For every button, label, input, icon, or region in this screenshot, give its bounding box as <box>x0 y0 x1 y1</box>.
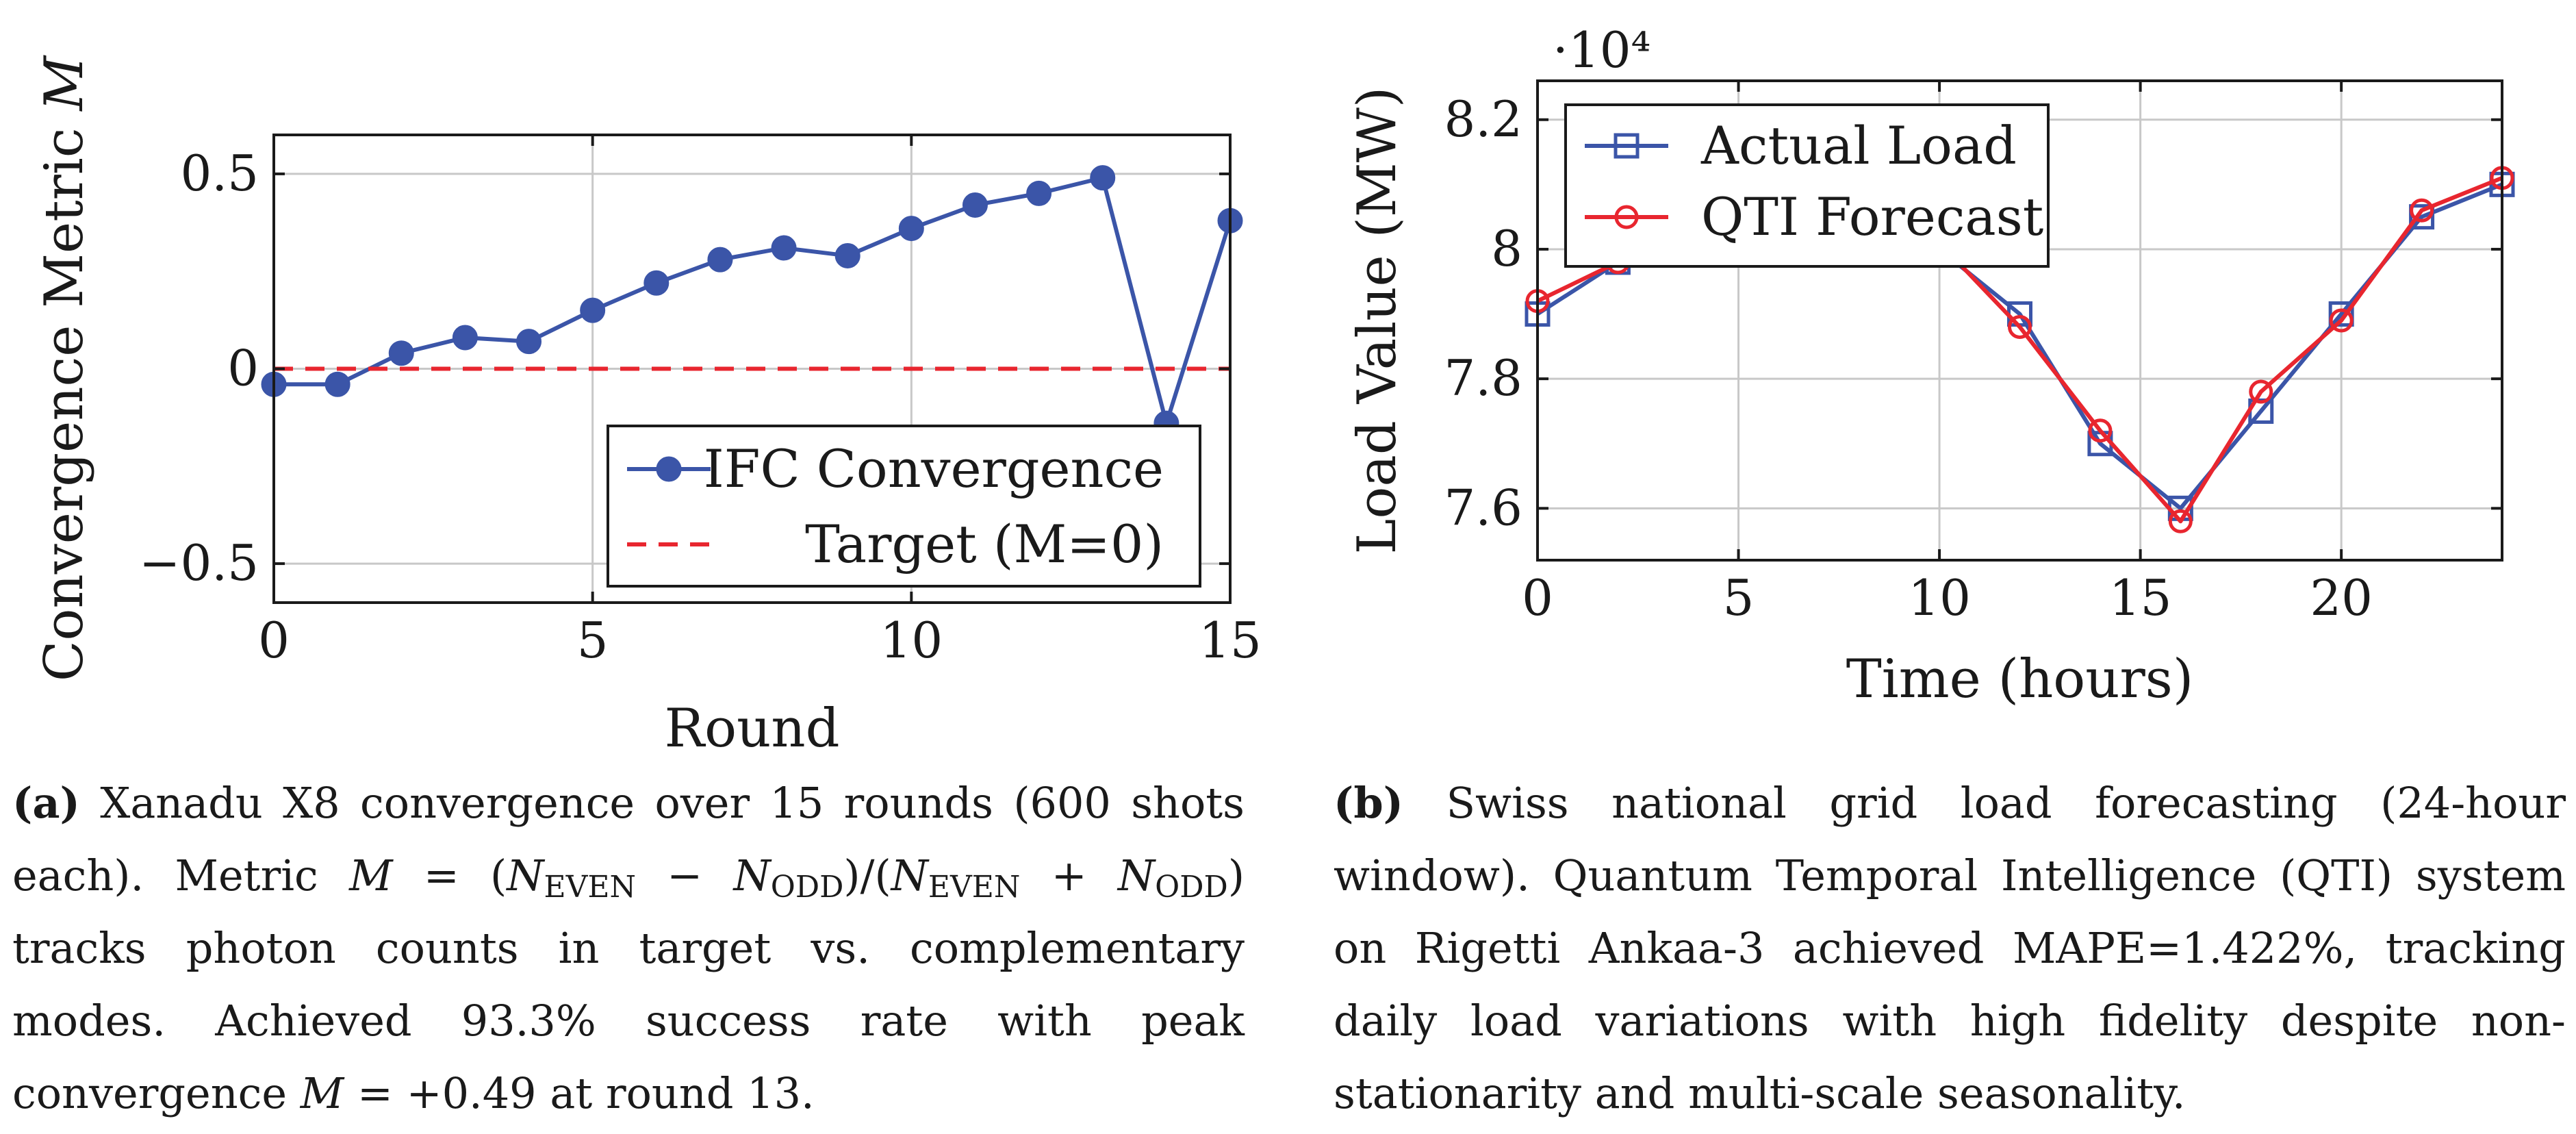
caption-b: (b) Swiss national grid load forecasting… <box>1334 767 2566 1130</box>
legend-swatch-marker <box>656 456 682 482</box>
caption-a-peak: M = +0.49 <box>300 1068 537 1118</box>
x-tick-label: 5 <box>577 612 609 669</box>
data-point <box>2168 509 2193 533</box>
y-axis-label-symbol: M <box>34 55 95 112</box>
data-point <box>2249 379 2273 404</box>
x-tick-label: 10 <box>880 612 943 669</box>
x-tick-label: 20 <box>2310 569 2373 627</box>
data-point <box>962 192 988 218</box>
y-axis-label-text: Convergence Metric <box>34 111 95 681</box>
data-point <box>1090 165 1116 191</box>
y-tick-label: −0.5 <box>139 534 259 592</box>
data-point <box>2328 301 2354 327</box>
caption-a-text4: at round 13. <box>550 1068 815 1118</box>
x-tick-label: 15 <box>1199 612 1262 669</box>
caption-a-formula: M = (NEVEN − NODD)/(NEVEN + NODD) <box>349 850 1245 905</box>
data-point <box>1026 180 1052 206</box>
data-point <box>898 216 924 242</box>
y-tick-label: 0.5 <box>180 144 259 202</box>
legend-label: Target (M=0) <box>805 514 1164 575</box>
legend-swatch-marker <box>1614 205 1639 229</box>
data-point <box>388 340 414 366</box>
caption-a-label: (a) <box>12 778 80 828</box>
data-point <box>2329 308 2354 333</box>
caption-a: (a) Xanadu X8 convergence over 15 rounds… <box>12 767 1245 1130</box>
y-tick-label: 7.8 <box>1444 349 1522 407</box>
y-tick-label: 8 <box>1491 220 1522 277</box>
data-point <box>324 371 350 397</box>
data-point <box>516 329 542 355</box>
y-tick-label: 0 <box>227 340 259 397</box>
legend-box <box>1564 103 2050 268</box>
data-point <box>707 247 733 273</box>
x-tick-label: 0 <box>258 612 290 669</box>
caption-a-text2: Metric <box>175 850 318 900</box>
x-tick-label: 10 <box>1908 569 1971 627</box>
x-tick-label: 15 <box>2109 569 2172 627</box>
data-point <box>2088 418 2113 443</box>
legend-label: IFC Convergence <box>704 438 1164 499</box>
y-tick-label: 8.2 <box>1444 90 1522 148</box>
legend-box <box>607 425 1201 588</box>
caption-a-text1: Xanadu X8 convergence over 15 rounds (60… <box>12 778 1245 900</box>
series-line-0 <box>274 175 1232 426</box>
chart-a: 0 5 10 15 0.5 0 −0.5 Round Convergence Metric M I… <box>34 55 1262 759</box>
x-tick-label: 5 <box>1723 569 1755 627</box>
x-tick-label: 0 <box>1522 569 1553 627</box>
x-axis-label: Time (hours) <box>1846 648 2194 710</box>
legend-label: Actual Load <box>1700 115 2017 176</box>
scale-label: ·10⁴ <box>1553 21 1650 79</box>
caption-b-text: Swiss national grid load forecasting (24… <box>1334 778 2566 1118</box>
data-point <box>643 270 669 296</box>
caption-b-label: (b) <box>1334 778 1404 828</box>
legend-swatch-marker <box>1614 133 1640 159</box>
y-axis-label: Load Value (MW) <box>1347 87 1408 555</box>
caption-a-text3: tracks photon counts in target vs. compl… <box>12 923 1245 1118</box>
data-point <box>452 325 478 351</box>
y-tick-label: 7.6 <box>1444 479 1522 536</box>
data-point <box>2008 314 2032 339</box>
data-point <box>580 297 606 323</box>
legend-label: QTI Forecast <box>1701 186 2043 247</box>
chart-b: 0 5 10 15 20 8.2 8 7.8 7.6 Time (hours) Load Value… <box>1347 21 2515 710</box>
data-point <box>771 235 797 261</box>
y-axis-label: Convergence Metric M <box>34 55 95 681</box>
data-point <box>834 242 860 268</box>
data-point <box>2410 198 2434 223</box>
x-axis-label: Round <box>664 698 839 759</box>
data-point <box>2409 204 2435 230</box>
plot-frame <box>1536 79 2503 562</box>
